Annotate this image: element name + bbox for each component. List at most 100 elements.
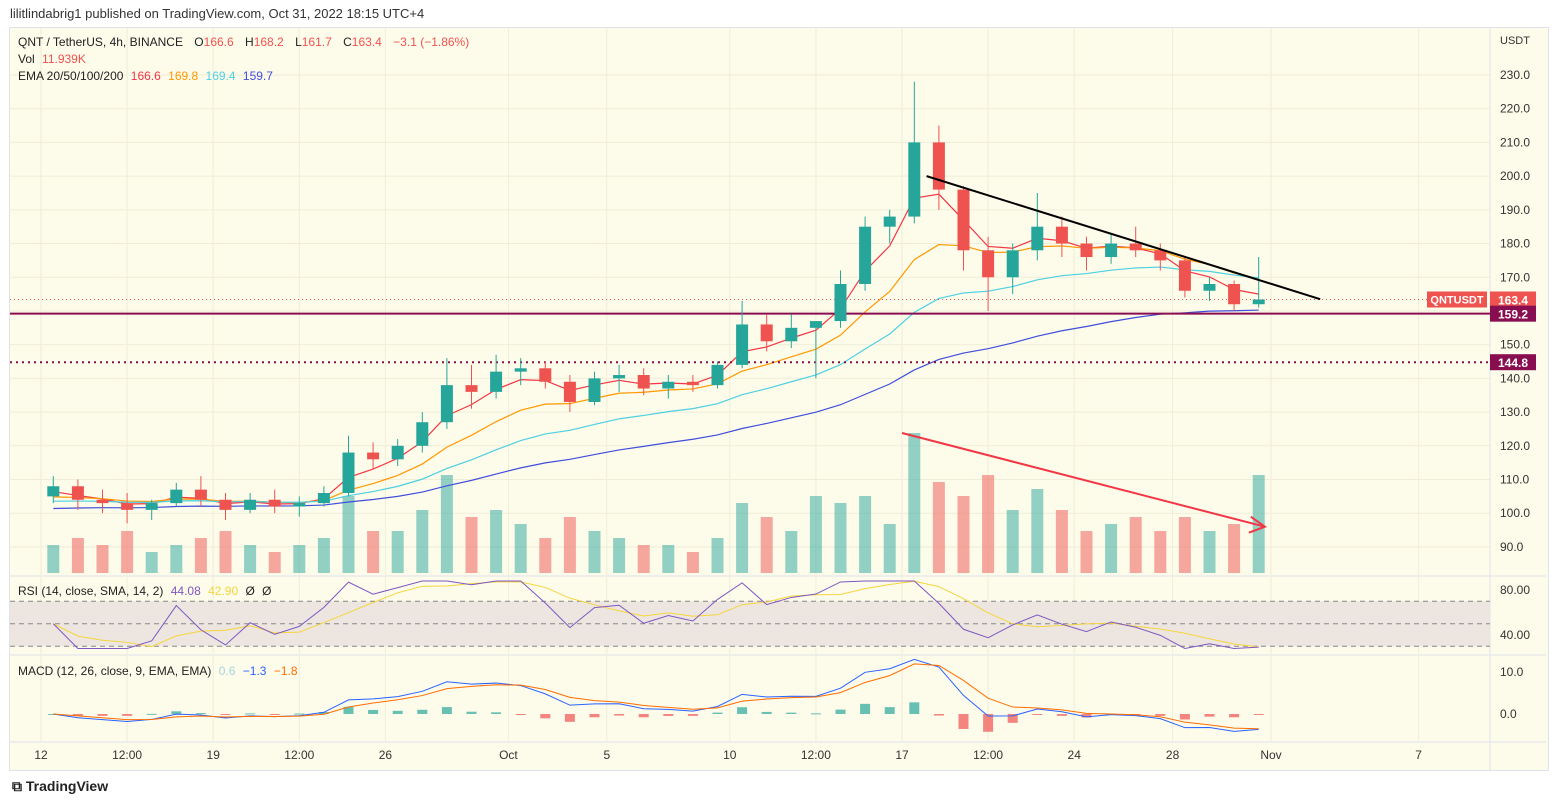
volume-bar bbox=[416, 510, 429, 573]
volume-bar bbox=[342, 496, 355, 573]
candle-body bbox=[982, 250, 995, 278]
candle-body bbox=[317, 493, 330, 504]
ema-label[interactable]: EMA 20/50/100/200 bbox=[18, 69, 124, 83]
candle-body bbox=[1080, 243, 1093, 258]
candle-body bbox=[957, 189, 970, 251]
candle-body bbox=[47, 486, 60, 497]
ema-legend: EMA 20/50/100/200 166.6 169.8 169.4 159.… bbox=[18, 69, 277, 83]
low-value: 161.7 bbox=[301, 35, 332, 49]
volume-bar bbox=[219, 531, 232, 573]
macd-histogram-bar bbox=[737, 707, 748, 714]
candle-body bbox=[1006, 250, 1019, 278]
low-label: L bbox=[295, 35, 302, 49]
candle-body bbox=[391, 445, 404, 460]
volume-bar bbox=[1105, 524, 1118, 573]
candle-body bbox=[440, 385, 453, 423]
volume-bar bbox=[1228, 524, 1241, 573]
macd-histogram-bar bbox=[171, 711, 182, 714]
macd-histogram-bar bbox=[687, 714, 698, 716]
y-tick-label: 150.0 bbox=[1500, 338, 1530, 352]
price-axis-label bbox=[1490, 291, 1536, 308]
x-tick-label: 12:00 bbox=[801, 748, 831, 762]
volume-legend: Vol 11.939K bbox=[18, 52, 90, 66]
volume-bar bbox=[293, 545, 306, 573]
candle-body bbox=[588, 378, 601, 402]
volume-label[interactable]: Vol bbox=[18, 52, 35, 66]
macd-histogram-bar bbox=[958, 714, 969, 729]
macd-histogram-bar bbox=[97, 714, 108, 716]
ema50-line bbox=[53, 243, 1259, 504]
candle-body bbox=[416, 422, 429, 446]
tradingview-logo[interactable]: ⧉ TradingView bbox=[12, 778, 108, 795]
volume-down-arrow bbox=[901, 432, 1266, 528]
rsi-na-value-2: Ø bbox=[262, 584, 272, 598]
x-tick-label: 26 bbox=[379, 748, 393, 762]
x-tick-label: 12 bbox=[34, 748, 48, 762]
x-tick-label: 10 bbox=[723, 748, 737, 762]
volume-bar bbox=[244, 545, 257, 573]
chart-frame[interactable] bbox=[9, 27, 1549, 771]
macd-histogram-bar bbox=[614, 714, 625, 716]
candle-body bbox=[244, 499, 257, 510]
candle-body bbox=[932, 142, 945, 190]
candle-body bbox=[760, 324, 773, 342]
rsi-sma-line bbox=[53, 580, 1259, 648]
symbol-title[interactable]: QNT / TetherUS, 4h, BINANCE bbox=[18, 35, 183, 49]
volume-bar bbox=[1178, 517, 1191, 573]
macd-histogram-bar bbox=[1081, 714, 1092, 718]
volume-bar bbox=[1006, 510, 1019, 573]
open-value: 166.6 bbox=[203, 35, 234, 49]
candle-body bbox=[1105, 243, 1118, 258]
volume-bar bbox=[440, 475, 453, 573]
candle-body bbox=[1129, 243, 1142, 251]
candle-body bbox=[834, 284, 847, 322]
volume-bar bbox=[1031, 489, 1044, 573]
rsi-na-value: Ø bbox=[245, 584, 255, 598]
candle-body bbox=[809, 321, 822, 328]
macd-label[interactable]: MACD (12, 26, close, 9, EMA, EMA) bbox=[18, 664, 212, 678]
volume-bar bbox=[859, 496, 872, 573]
volume-bar bbox=[490, 510, 503, 573]
open-label: O bbox=[194, 35, 204, 49]
ema100-value: 169.4 bbox=[205, 69, 236, 83]
volume-bar bbox=[317, 538, 330, 573]
macd-histogram-bar bbox=[146, 713, 157, 715]
candle-body bbox=[1178, 260, 1191, 291]
rsi-tick-label: 40.00 bbox=[1500, 628, 1530, 642]
price-axis-label-text: 144.8 bbox=[1498, 356, 1528, 370]
volume-bar bbox=[662, 545, 675, 573]
volume-bar bbox=[367, 531, 380, 573]
macd-histogram-bar bbox=[540, 714, 551, 719]
volume-bar bbox=[1154, 531, 1167, 573]
volume-bar bbox=[47, 545, 60, 573]
y-tick-label: 90.0 bbox=[1500, 540, 1524, 554]
macd-histogram-bar bbox=[72, 714, 83, 716]
macd-histogram-bar bbox=[712, 712, 723, 714]
change-value: −3.1 (−1.86%) bbox=[393, 35, 470, 49]
macd-histogram-bar bbox=[589, 714, 600, 718]
ema50-value: 169.8 bbox=[168, 69, 199, 83]
volume-bar bbox=[613, 538, 626, 573]
volume-bar bbox=[1203, 531, 1216, 573]
volume-bar bbox=[785, 531, 798, 573]
macd-histogram-bar bbox=[1204, 714, 1215, 717]
y-tick-label: 100.0 bbox=[1500, 506, 1530, 520]
volume-bar bbox=[809, 496, 822, 573]
rsi-line bbox=[52, 580, 1259, 650]
macd-histogram-bar bbox=[245, 713, 256, 715]
candle-body bbox=[883, 216, 896, 227]
y-tick-label: 130.0 bbox=[1500, 405, 1530, 419]
macd-histogram-bar bbox=[269, 714, 280, 715]
rsi-label[interactable]: RSI (14, close, SMA, 14, 2) bbox=[18, 584, 164, 598]
macd-histogram-bar bbox=[983, 714, 994, 732]
macd-tick-label: 10.0 bbox=[1500, 665, 1524, 679]
macd-histogram-bar bbox=[195, 713, 206, 715]
candle-body bbox=[465, 385, 478, 392]
volume-bar bbox=[588, 531, 601, 573]
volume-bar bbox=[170, 545, 183, 573]
candle-body bbox=[1203, 284, 1216, 291]
volume-bar bbox=[194, 538, 207, 573]
symbol-legend: QNT / TetherUS, 4h, BINANCE O166.6 H168.… bbox=[18, 35, 473, 49]
x-tick-label: 17 bbox=[895, 748, 909, 762]
